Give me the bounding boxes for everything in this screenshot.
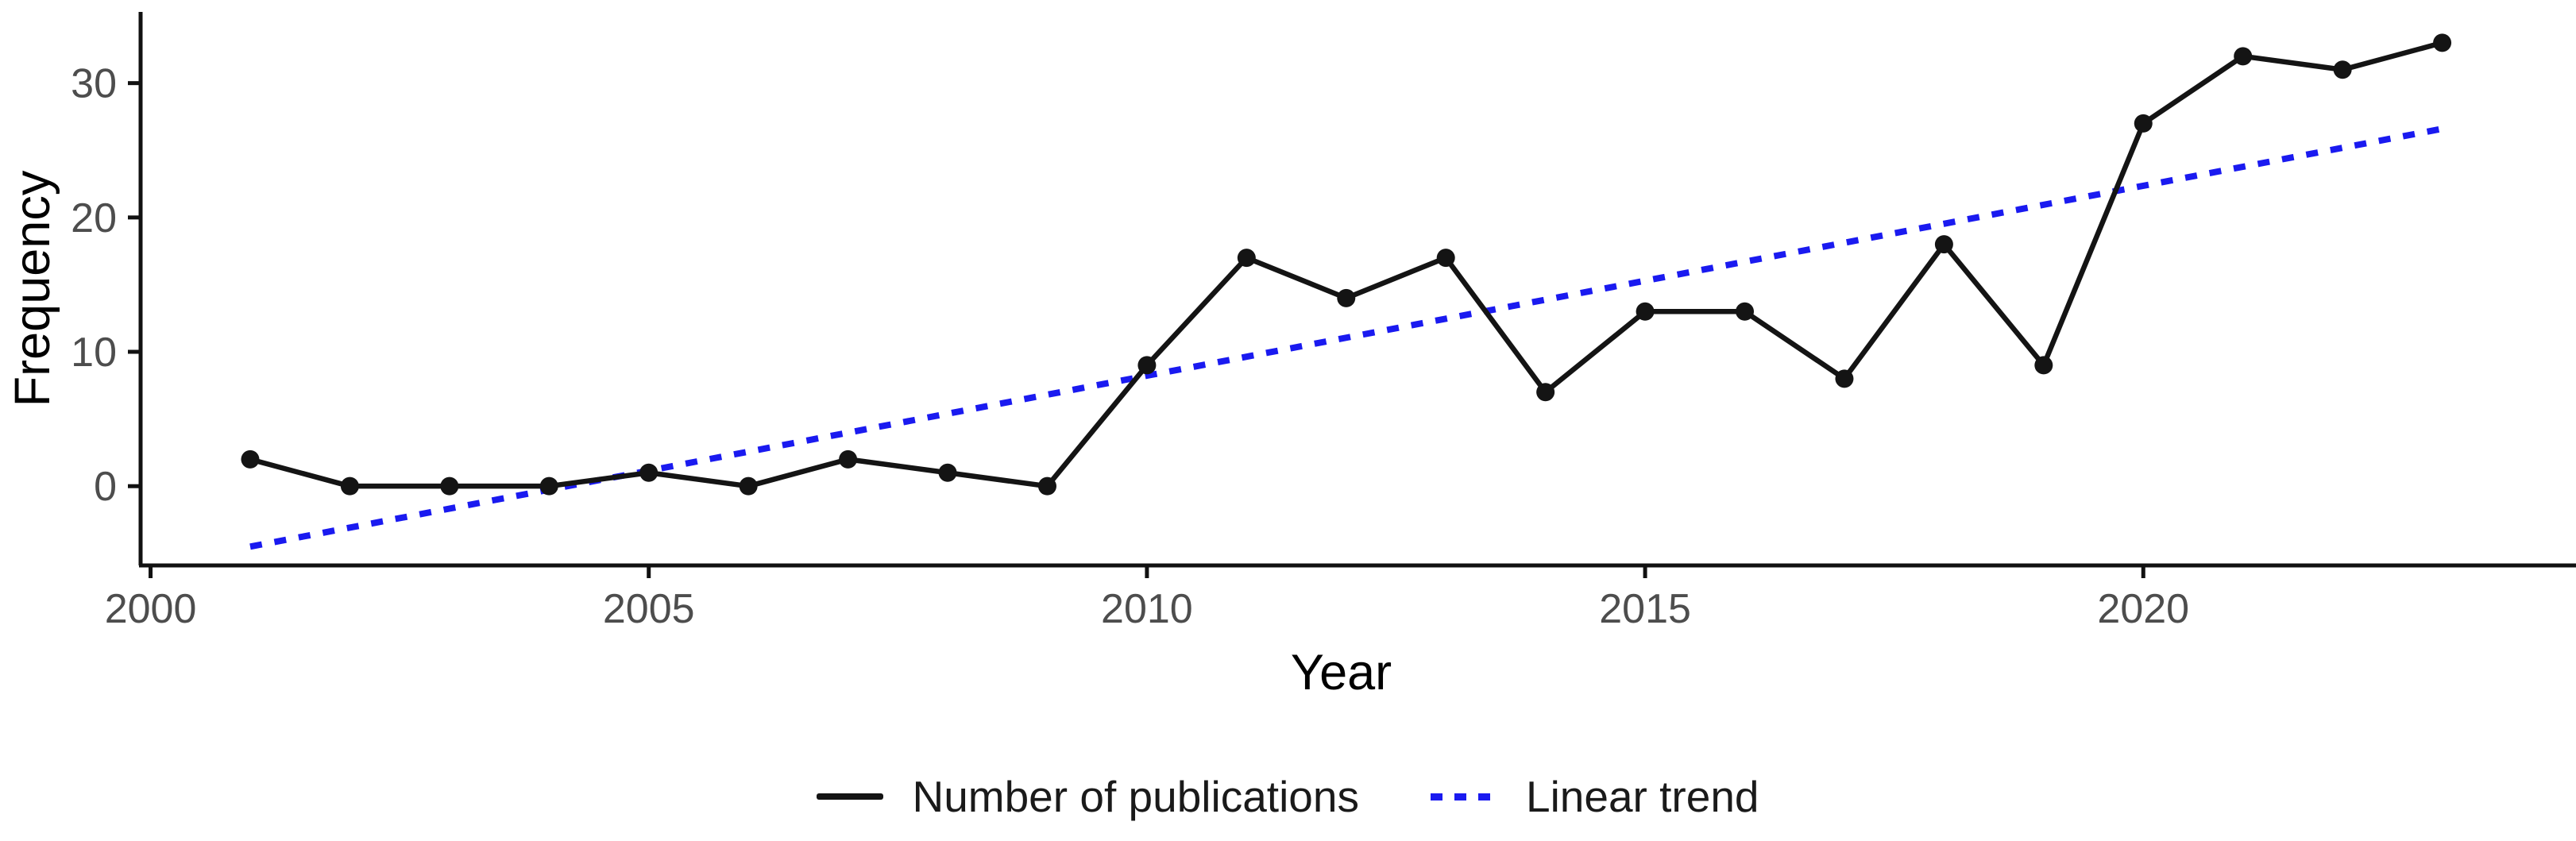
y-tick-label: 20 (71, 195, 117, 241)
y-tick-label: 30 (71, 61, 117, 107)
data-point-2016 (1736, 302, 1755, 321)
legend-label-publications: Number of publications (912, 772, 1359, 821)
data-point-2003 (440, 476, 459, 496)
data-point-2001 (241, 449, 260, 469)
y-axis-title: Frequency (5, 170, 60, 407)
x-tick-label: 2020 (2097, 586, 2189, 632)
data-point-2006 (739, 476, 758, 496)
publications-line (247, 40, 2445, 489)
data-point-2008 (938, 463, 957, 482)
legend-label-linear-trend: Linear trend (1525, 772, 1759, 821)
data-point-2013 (1436, 249, 1455, 268)
data-point-2012 (1337, 288, 1356, 307)
legend-item-linear-trend: Linear trend (1430, 769, 1759, 824)
x-tick-label: 2010 (1101, 586, 1193, 632)
data-point-2018 (1934, 235, 1953, 254)
x-tick-label: 2015 (1599, 586, 1691, 632)
data-point-2017 (1835, 369, 1854, 388)
solid-line-swatch-icon (817, 793, 884, 800)
data-point-2004 (539, 476, 558, 496)
data-point-2022 (2333, 60, 2352, 79)
x-axis-title: Year (1291, 645, 1392, 700)
legend-item-publications: Number of publications (817, 769, 1359, 824)
dotted-line-swatch-icon (1430, 793, 1497, 800)
data-point-2007 (839, 449, 858, 469)
y-tick-label: 0 (94, 464, 117, 510)
data-point-2020 (2134, 114, 2153, 133)
data-point-2009 (1037, 476, 1056, 496)
data-point-2002 (340, 476, 359, 496)
data-point-2023 (2433, 33, 2452, 52)
data-point-2011 (1237, 249, 1256, 268)
data-point-2015 (1636, 302, 1655, 321)
x-tick-label: 2000 (105, 586, 197, 632)
data-point-2005 (639, 463, 658, 482)
chart-legend: Number of publications Linear trend (0, 769, 2576, 824)
x-tick-label: 2005 (603, 586, 695, 632)
data-point-2019 (2034, 356, 2053, 375)
publications-trend-chart: 2000 2005 2010 2015 2020 0 10 20 30 Year Frequency (5, 12, 2576, 700)
data-point-2014 (1536, 383, 1555, 402)
data-point-2021 (2234, 47, 2253, 66)
y-tick-label: 10 (71, 330, 117, 376)
data-point-2010 (1137, 356, 1157, 375)
